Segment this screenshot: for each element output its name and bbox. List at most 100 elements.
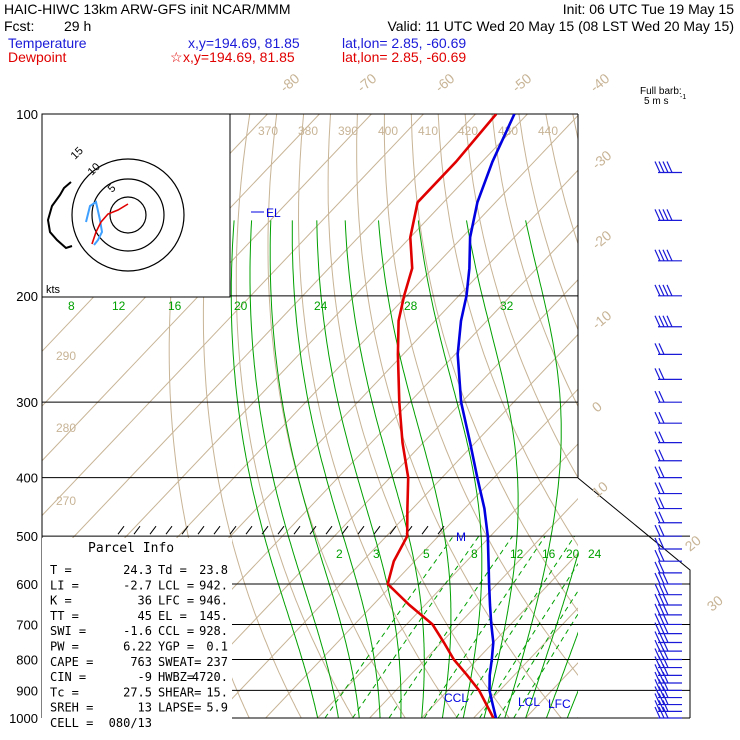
dewpoint-profile — [456, 114, 516, 718]
isotherm-line — [473, 607, 578, 718]
wind-barb-flag — [658, 284, 665, 297]
wind-barb-flag — [658, 209, 665, 221]
wind-barb-flag — [654, 209, 661, 221]
wind-barb-flag — [662, 613, 669, 625]
wind-barb-flag — [654, 583, 661, 595]
dry-adiabat-line — [680, 114, 740, 718]
wind-barb-flag — [658, 482, 665, 494]
mixing-ratio-line — [455, 535, 575, 718]
moist-adiabat-line — [291, 220, 381, 718]
wind-barb-flag — [654, 593, 661, 606]
isotherm-line — [421, 552, 578, 718]
parcel-stat-value: 4720. — [192, 670, 228, 684]
wind-barb-flag — [654, 511, 661, 523]
wind-barb-flag — [658, 679, 665, 691]
parcel-stat-label: EL = — [158, 609, 187, 623]
dry-adiabat-line — [707, 114, 740, 718]
header: HAIC-HIWC 13km ARW-GFS init NCAR/MMM Ini… — [4, 1, 734, 107]
parcel-stat-value: -9 — [138, 670, 152, 684]
freezing-tick — [149, 525, 157, 535]
dry-adiabat-line — [734, 114, 740, 718]
parcel-stat-value: 6.22 — [123, 640, 152, 654]
parcel-stat-value: 763 — [130, 655, 152, 669]
dry-adiabat-line — [297, 114, 458, 718]
mixing-ratio-line — [388, 535, 513, 718]
parcel-stat-label: CCL = — [158, 624, 194, 638]
pressure-label: 100 — [16, 107, 38, 122]
theta-label: 400 — [378, 124, 398, 138]
dewpoint-latlon: lat,lon= 2.85, -60.69 — [342, 49, 466, 65]
wind-barb-flag — [662, 603, 669, 616]
wind-barb-flag — [654, 706, 661, 719]
freezing-tick — [357, 525, 365, 535]
parcel-stat-label: HWBZ= — [158, 670, 194, 684]
parcel-stat-label: YGP = — [158, 640, 194, 654]
parcel-stat-label: SHEAR= — [158, 685, 201, 699]
moist-adiabat-line — [316, 220, 402, 718]
wind-barb-flag — [662, 706, 669, 719]
dry-adiabat-line — [267, 114, 406, 718]
parcel-stat-label: SREH = — [50, 701, 93, 715]
wind-barb-flag — [654, 368, 661, 380]
freezing-tick — [245, 525, 253, 535]
mixing-ratio-label: 20 — [566, 547, 580, 561]
freezing-tick — [181, 525, 189, 535]
parcel-stat-label: SWI = — [50, 624, 86, 638]
parcel-stat-value: 928. — [199, 624, 228, 638]
isotherm-line — [161, 279, 578, 718]
mixing-ratio-line — [352, 535, 480, 718]
hodograph-trace-upper — [46, 181, 73, 250]
wind-barb-flag — [658, 431, 665, 443]
isotherm-label: -70 — [354, 70, 380, 95]
moist-adiabat-label: 32 — [500, 299, 514, 313]
hodograph-ring — [71, 158, 185, 272]
parcel-stat-label: SWEAT= — [158, 655, 201, 669]
wind-barb-flag — [654, 411, 661, 424]
wind-barb-flag — [658, 686, 665, 698]
wind-barb-flag — [654, 497, 661, 509]
parcel-stat-label: CIN = — [50, 670, 86, 684]
theta-label: 430 — [498, 124, 518, 138]
temperature-latlon: lat,lon= 2.85, -60.69 — [342, 35, 466, 51]
wind-barb-flag — [666, 161, 673, 173]
wind-barb-flag — [654, 572, 661, 585]
wind-barb-flag — [658, 700, 665, 712]
moist-adiabat-label: 12 — [112, 299, 126, 313]
pressure-label: 800 — [16, 652, 38, 667]
wind-barb-flag — [666, 315, 673, 327]
mixing-ratio-line — [423, 535, 546, 718]
wind-barb-flag — [654, 343, 661, 355]
parcel-stat-label: CELL = — [50, 716, 93, 730]
dry-adiabat-line — [627, 114, 740, 718]
isotherm-line — [213, 333, 578, 718]
pressure-label: 600 — [16, 577, 38, 592]
theta-label: 290 — [56, 349, 76, 363]
moist-adiabat-line — [344, 220, 425, 718]
parcel-stat-label: K = — [50, 594, 72, 608]
parcel-level-label-ccl: CCL — [444, 691, 468, 705]
wind-barb-flag — [662, 686, 669, 698]
moist-adiabat-line — [230, 220, 319, 718]
barb-note-title: Full barb: — [640, 86, 682, 97]
mixing-ratio-line — [324, 535, 454, 718]
freezing-tick — [133, 525, 141, 535]
wind-barb-flag — [658, 161, 665, 173]
wind-barb-flag — [662, 693, 669, 705]
temperature-xy: x,y=194.69, 81.85 — [188, 35, 300, 51]
wind-barb-flag — [658, 449, 665, 461]
wind-barb-flag — [662, 209, 669, 221]
moist-adiabat-label: 16 — [168, 299, 182, 313]
isotherm-line — [525, 662, 578, 718]
barb-note-unit: 5 m s — [644, 96, 668, 107]
wind-barb-flag — [654, 390, 661, 403]
parcel-stat-value: 145. — [199, 609, 228, 623]
dry-adiabat-line — [545, 114, 578, 246]
freezing-tick — [165, 525, 173, 535]
isotherm-label: -20 — [589, 227, 615, 252]
dry-adiabat-line — [410, 114, 578, 612]
wind-barb-flag — [658, 249, 665, 262]
dry-adiabat-line — [235, 114, 354, 718]
pressure-label: 400 — [16, 471, 38, 486]
valid-time: Valid: 11 UTC Wed 20 May 15 (08 LST Wed … — [387, 18, 734, 34]
